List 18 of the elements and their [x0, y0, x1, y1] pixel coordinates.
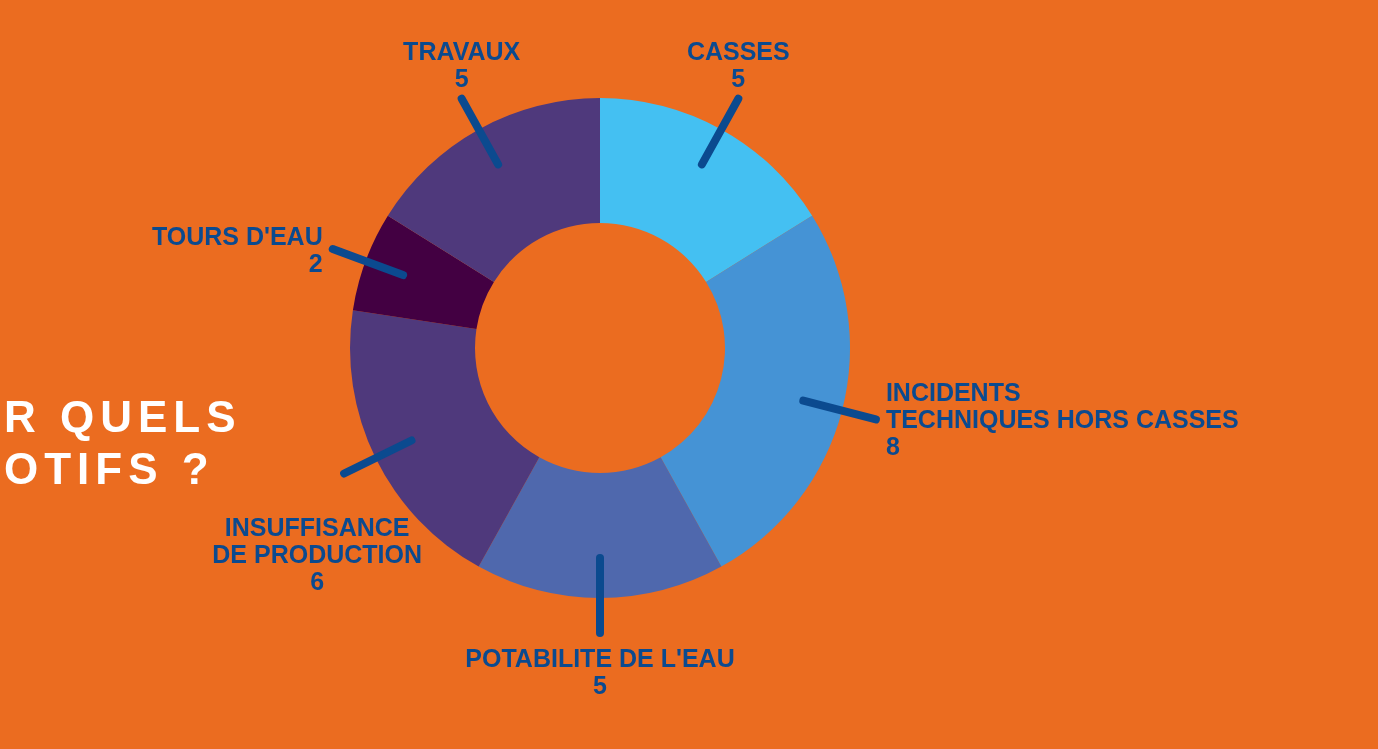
- data-label: 5: [593, 671, 608, 699]
- data-label: 5: [454, 63, 469, 92]
- data-label: 6: [310, 566, 325, 595]
- donut-slice: [478, 457, 722, 598]
- slice-label: POTABILITE DE L'EAU: [465, 644, 735, 672]
- donut-slice: [600, 98, 813, 282]
- data-label: 5: [731, 63, 746, 92]
- slice-label: TRAVAUX: [403, 36, 521, 65]
- donut-slice: [660, 215, 850, 567]
- slice-label: CASSES: [686, 36, 790, 65]
- data-label: 2: [308, 248, 323, 277]
- donut-slice: [352, 215, 494, 330]
- slice-label: INCIDENTS TECHNIQUES HORS CASSES: [885, 378, 1239, 434]
- data-label: 8: [885, 432, 900, 461]
- text: R QUELS OTIFS ?: [4, 392, 242, 493]
- slice-label: TOURS D'EAU: [151, 221, 323, 250]
- donut-slice: [387, 98, 600, 282]
- slice-label: INSUFFISANCE DE PRODUCTION: [212, 512, 423, 568]
